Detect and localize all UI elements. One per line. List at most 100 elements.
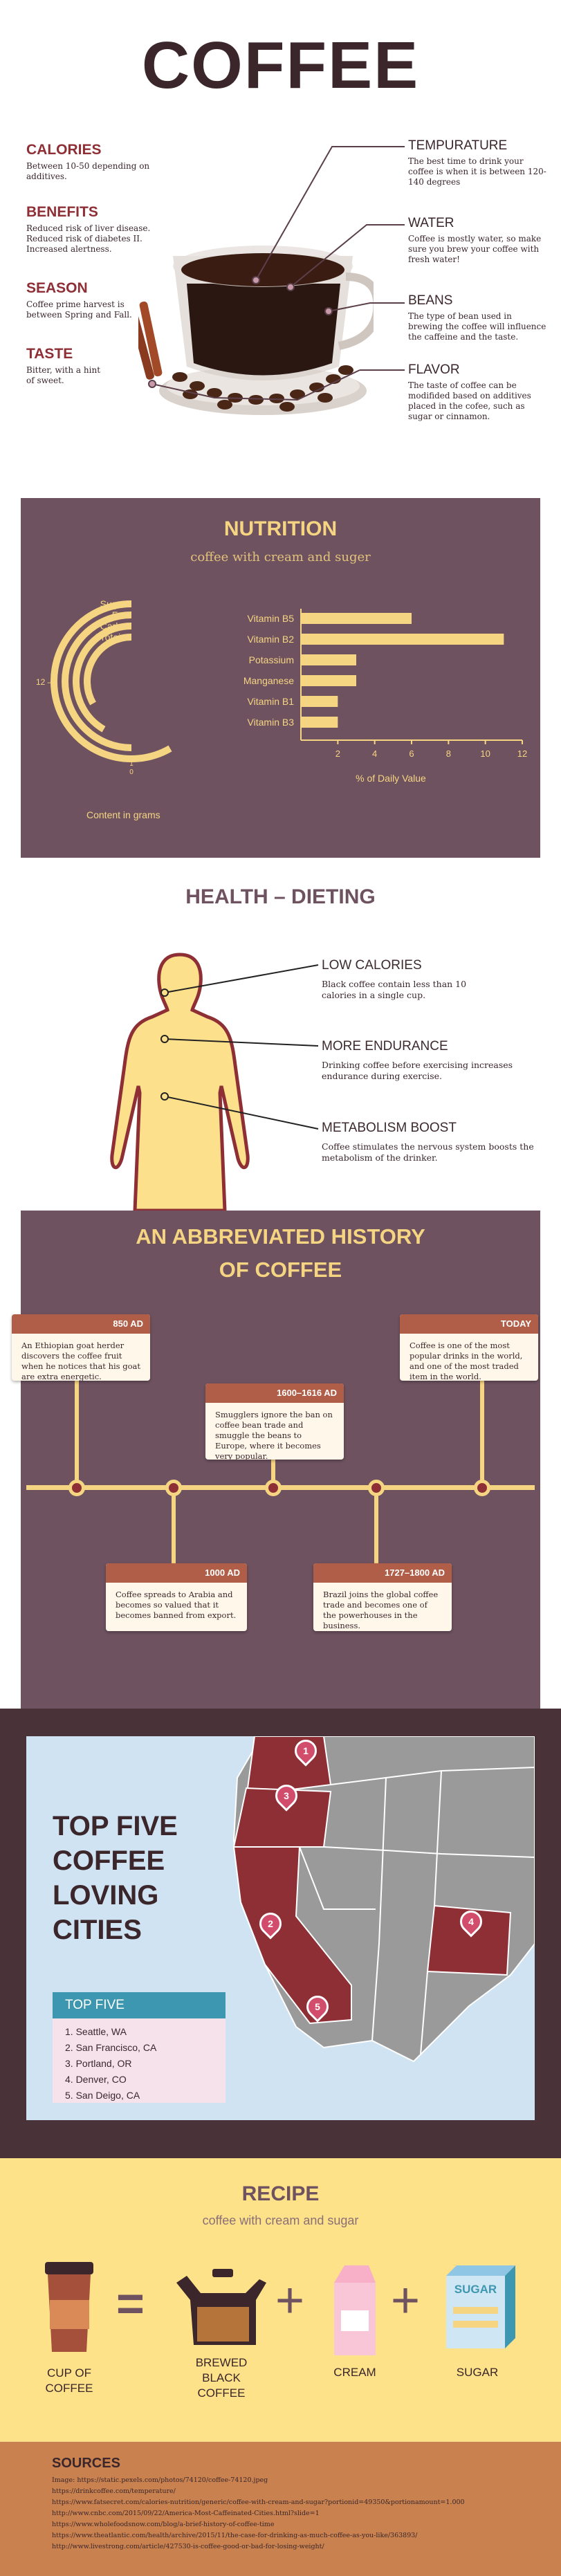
fact-taste: TASTE Bitter, with a hint of sweet. xyxy=(26,346,101,385)
source-line: http://www.cnbc.com/2015/09/22/America-M… xyxy=(52,2510,320,2517)
connector-lines xyxy=(148,146,405,401)
radial-label: Sugar xyxy=(100,598,127,609)
timeline-stem xyxy=(172,1487,176,1577)
radial-tick: 0 xyxy=(129,769,134,776)
coffee-cup-illustration xyxy=(138,246,374,415)
nutrition-section: NUTRITION coffee with cream and suger Su… xyxy=(0,498,561,858)
bar-tick: 6 xyxy=(409,748,414,759)
map-panel: 1 3 2 4 5 TOP FIVE COFFEE LOVING CITIES … xyxy=(26,1736,535,2120)
nutrition-subtitle: coffee with cream and suger xyxy=(190,550,371,564)
health-item-low-calories: LOW CALORIES Black coffee contain less t… xyxy=(322,958,467,1000)
plus-sign: + xyxy=(391,2273,421,2328)
source-line: Image: https://static.pexels.com/photos/… xyxy=(52,2476,268,2484)
source-line: https://www.theatlantic.com/health/archi… xyxy=(52,2532,418,2539)
list-item: 4. Denver, CO xyxy=(65,2074,127,2085)
sources-list: Image: https://static.pexels.com/photos/… xyxy=(52,2475,536,2552)
cities-title: TOP FIVE COFFEE LOVING CITIES xyxy=(53,1811,178,1945)
radial-tick: 1 xyxy=(129,760,134,768)
bar xyxy=(301,613,412,624)
equals-sign: = xyxy=(116,2276,145,2330)
history-section: AN ABBREVIATED HISTORY OF COFFEE 850 AD … xyxy=(0,1211,561,1709)
history-title-line1: AN ABBREVIATED HISTORY xyxy=(136,1224,425,1249)
radial-arc xyxy=(50,600,172,762)
left-facts: CALORIES Between 10-50 depending on addi… xyxy=(26,142,178,386)
history-card-850: 850 AD An Ethiopian goat herder discover… xyxy=(12,1314,150,1381)
recipe-label-brewed: BREWED BLACK COFFEE xyxy=(195,2356,248,2400)
radial-arc xyxy=(62,611,132,751)
radial-tick: 12 — xyxy=(36,677,56,687)
top-five-list: 1. Seattle, WA 2. San Francisco, CA 3. P… xyxy=(53,2018,226,2109)
timeline-stem xyxy=(480,1366,484,1487)
health-item-metabolism: METABOLISM BOOST Coffee stimulates the n… xyxy=(322,1121,534,1163)
bar xyxy=(301,696,338,707)
source-line: https://www.wholefoodsnow.com/blog/a-bri… xyxy=(52,2521,275,2528)
list-item: 2. San Francisco, CA xyxy=(65,2042,157,2053)
bar-tick: 4 xyxy=(372,748,377,759)
list-item: 5. San Deigo, CA xyxy=(65,2090,140,2101)
us-west-map xyxy=(232,1736,535,2063)
timeline-stem xyxy=(75,1366,79,1487)
bar-label: Vitamin B5 xyxy=(248,613,295,624)
intro-section: COFFEE CALORIES Between 10-50 depending … xyxy=(0,0,561,498)
recipe-label-sugar: SUGAR xyxy=(456,2366,499,2379)
source-line: https://www.fatsecret.com/calories-nutri… xyxy=(52,2499,465,2506)
history-title-line2: OF COFFEE xyxy=(219,1258,342,1282)
bar-xlabel: % of Daily Value xyxy=(356,773,426,784)
nutrition-title: NUTRITION xyxy=(223,517,338,540)
coffee-cup-icon xyxy=(45,2262,93,2352)
bar-label: Vitamin B3 xyxy=(248,717,295,728)
bar xyxy=(301,717,338,728)
bar-tick: 8 xyxy=(446,748,451,759)
recipe-label-cup: CUP OF COFFEE xyxy=(45,2366,93,2395)
recipe-title: RECIPE xyxy=(241,2182,320,2205)
fact-flavor: FLAVOR The taste of coffee can be modifi… xyxy=(408,362,531,421)
bar-label: Vitamin B1 xyxy=(248,696,295,707)
timeline-dot xyxy=(68,1480,85,1496)
body-silhouette xyxy=(110,953,250,1211)
right-facts: TEMPURATURE The best time to drink your … xyxy=(408,138,546,422)
bar-tick: 10 xyxy=(480,748,490,759)
health-item-endurance: MORE ENDURANCE Drinking coffee before ex… xyxy=(322,1039,513,1081)
bar xyxy=(301,675,356,686)
timeline-dot xyxy=(165,1480,182,1496)
radial-label: Protein xyxy=(95,632,126,643)
plus-sign: + xyxy=(275,2273,305,2328)
fact-calories: CALORIES Between 10-50 depending on addi… xyxy=(26,142,150,181)
cities-section: 1 3 2 4 5 TOP FIVE COFFEE LOVING CITIES … xyxy=(0,1709,561,2158)
recipe-subtitle: coffee with cream and sugar xyxy=(202,2214,359,2227)
fact-season: SEASON Coffee prime harvest is between S… xyxy=(26,280,132,320)
bar xyxy=(301,634,504,645)
radial-label: Carbs xyxy=(100,620,126,632)
timeline-dot xyxy=(265,1480,282,1496)
coffee-pot-icon xyxy=(176,2269,266,2345)
timeline-dot xyxy=(368,1480,385,1496)
fact-temperature: TEMPURATURE The best time to drink your … xyxy=(408,138,546,187)
sources-title: SOURCES xyxy=(52,2456,120,2471)
fact-benefits: BENEFITS Reduced risk of liver disease. … xyxy=(26,204,151,254)
source-line: http://www.livestrong.com/article/427530… xyxy=(52,2543,324,2550)
recipe-section: RECIPE coffee with cream and sugar = + +… xyxy=(0,2158,561,2442)
history-card-today: TODAY Coffee is one of the most popular … xyxy=(400,1314,538,1381)
top-five-box: TOP FIVE 1. Seattle, WA 2. San Francisco… xyxy=(53,1992,226,2103)
sugar-box-icon: SUGAR xyxy=(446,2265,515,2348)
fact-water: WATER Coffee is mostly water, so make su… xyxy=(408,216,542,264)
bar-chart: Vitamin B5 Vitamin B2 Potassium Manganese Vi… xyxy=(243,609,527,784)
bar-tick: 12 xyxy=(517,748,527,759)
health-title: HEALTH – DIETING xyxy=(185,885,376,908)
bar xyxy=(301,654,356,665)
health-section: HEALTH – DIETING LOW CALORIES Black coff… xyxy=(0,858,561,1211)
list-item: 3. Portland, OR xyxy=(65,2058,132,2069)
timeline-dot xyxy=(474,1480,490,1496)
radial-arc xyxy=(84,634,132,706)
bar-label: Potassium xyxy=(249,654,294,665)
recipe-label-cream: CREAM xyxy=(333,2366,376,2379)
history-card-1000: 1000 AD Coffee spreads to Arabia and bec… xyxy=(106,1563,247,1631)
radial-label: Fat xyxy=(112,609,126,620)
history-card-1600: 1600–1616 AD Smugglers ignore the ban on… xyxy=(205,1383,344,1460)
page-title: COFFEE xyxy=(141,28,420,102)
source-line: https://drinkcoffee.com/temperature/ xyxy=(52,2487,176,2495)
sources-section: SOURCES Image: https://static.pexels.com… xyxy=(0,2442,561,2576)
timeline-stem xyxy=(374,1487,378,1577)
cream-carton-icon xyxy=(334,2265,376,2355)
